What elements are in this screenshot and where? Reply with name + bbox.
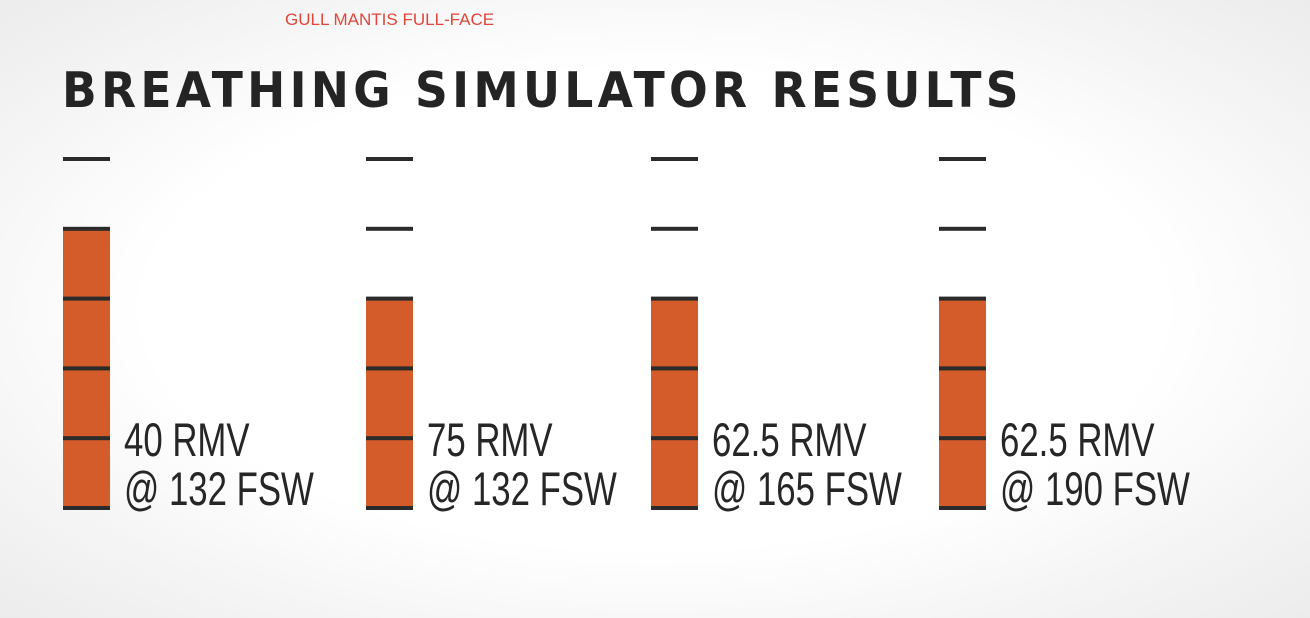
gauge-tick <box>63 506 110 510</box>
gauge-tick <box>939 226 986 231</box>
gauge-label-depth: @ 190 FSW <box>1000 463 1190 515</box>
gauge-label-rate: 62.5 RMV <box>1000 414 1155 466</box>
gauge-tick <box>366 436 413 441</box>
gauge-label-depth: @ 132 FSW <box>427 463 617 515</box>
gauge-3: 62.5 RMV@ 165 FSW <box>651 157 902 515</box>
gauge-tick <box>366 506 413 510</box>
gauge-tick <box>366 226 413 231</box>
gauge-tick <box>939 366 986 371</box>
gauge-tick <box>366 366 413 371</box>
gauge-fill-bar <box>939 298 986 508</box>
gauge-tick <box>366 296 413 301</box>
gauge-tick <box>63 436 110 441</box>
gauge-tick <box>63 157 110 161</box>
gauge-tick <box>651 366 698 371</box>
gauge-tick <box>651 506 698 510</box>
gauge-tick <box>651 296 698 301</box>
gauge-tick <box>939 506 986 510</box>
gauge-tick <box>939 296 986 301</box>
gauge-tick <box>651 157 698 161</box>
gauge-tick <box>939 157 986 161</box>
gauge-tick <box>939 436 986 441</box>
gauge-fill-bar <box>366 298 413 508</box>
gauge-tick <box>651 226 698 231</box>
gauge-label-rate: 40 RMV <box>124 414 250 466</box>
gauge-tick <box>63 296 110 301</box>
chart-subtitle: GULL MANTIS FULL-FACE <box>285 10 495 29</box>
gauge-4: 62.5 RMV@ 190 FSW <box>939 157 1190 515</box>
gauge-tick <box>63 226 110 231</box>
chart-title: BREATHING SIMULATOR RESULTS <box>62 62 1023 119</box>
gauge-tick <box>63 366 110 371</box>
gauge-label-rate: 75 RMV <box>427 414 553 466</box>
gauge-2: 75 RMV@ 132 FSW <box>366 157 617 515</box>
gauge-tick <box>651 436 698 441</box>
gauge-tick <box>366 157 413 161</box>
gauge-label-rate: 62.5 RMV <box>712 414 867 466</box>
gauge-label-depth: @ 132 FSW <box>124 463 314 515</box>
gauge-label-depth: @ 165 FSW <box>712 463 902 515</box>
gauge-fill-bar <box>651 298 698 508</box>
gauge-1: 40 RMV@ 132 FSW <box>63 157 314 515</box>
